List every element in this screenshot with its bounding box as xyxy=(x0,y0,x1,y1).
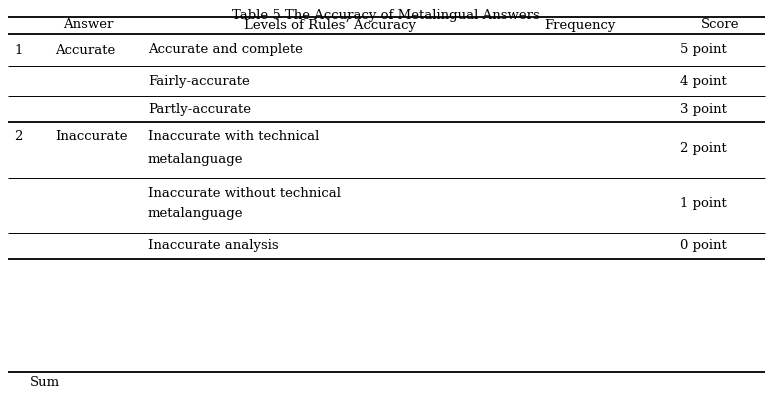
Text: Inaccurate with technical: Inaccurate with technical xyxy=(148,131,319,144)
Text: 2: 2 xyxy=(14,131,22,144)
Text: Inaccurate without technical: Inaccurate without technical xyxy=(148,187,341,199)
Text: 0 point: 0 point xyxy=(680,240,727,252)
Text: Levels of Rules’ Accuracy: Levels of Rules’ Accuracy xyxy=(244,18,416,31)
Text: Accurate and complete: Accurate and complete xyxy=(148,43,303,57)
Text: 5 point: 5 point xyxy=(680,43,727,57)
Text: 3 point: 3 point xyxy=(680,103,727,115)
Text: Inaccurate: Inaccurate xyxy=(55,131,128,144)
Text: Sum: Sum xyxy=(30,375,60,388)
Text: Fairly-accurate: Fairly-accurate xyxy=(148,74,250,88)
Text: Inaccurate analysis: Inaccurate analysis xyxy=(148,240,278,252)
Text: 4 point: 4 point xyxy=(680,74,727,88)
Text: Table 5 The Accuracy of Metalingual Answers: Table 5 The Accuracy of Metalingual Answ… xyxy=(232,9,540,22)
Text: 2 point: 2 point xyxy=(680,142,727,154)
Text: metalanguage: metalanguage xyxy=(148,207,243,220)
Text: 1: 1 xyxy=(14,43,22,57)
Text: Accurate: Accurate xyxy=(55,43,115,57)
Text: Partly-accurate: Partly-accurate xyxy=(148,103,251,115)
Text: metalanguage: metalanguage xyxy=(148,152,243,166)
Text: Frequency: Frequency xyxy=(544,18,615,31)
Text: Answer: Answer xyxy=(63,18,113,31)
Text: 1 point: 1 point xyxy=(680,197,727,209)
Text: Score: Score xyxy=(701,18,739,31)
